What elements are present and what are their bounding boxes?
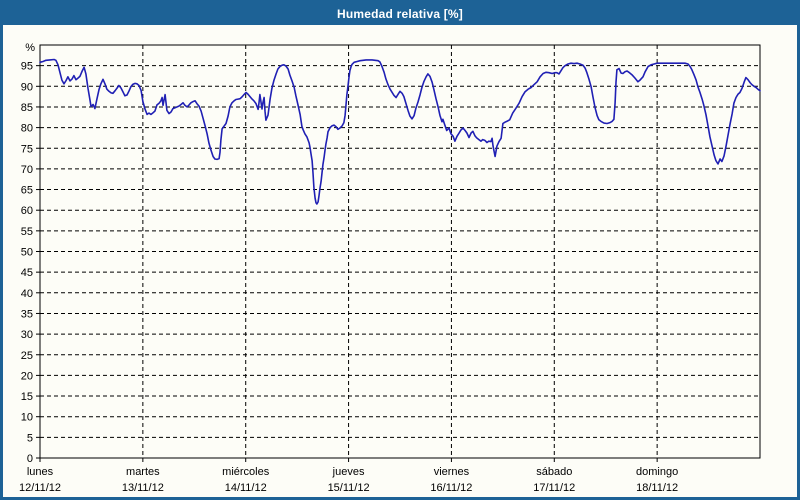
x-day-name-label: jueves <box>332 466 365 478</box>
x-day-date-label: 14/11/12 <box>225 482 267 494</box>
x-day-date-label: 12/11/12 <box>19 482 61 494</box>
y-tick-label: 10 <box>21 412 33 424</box>
y-tick-label: 0 <box>27 453 33 465</box>
y-axis-unit-label: % <box>25 42 35 54</box>
y-tick-label: 30 <box>21 329 33 341</box>
y-tick-label: 5 <box>27 432 33 444</box>
x-day-date-label: 13/11/12 <box>122 482 164 494</box>
x-day-date-label: 16/11/12 <box>430 482 472 494</box>
y-tick-label: 50 <box>21 247 33 259</box>
x-day-name-label: lunes <box>27 466 54 478</box>
y-tick-label: 45 <box>21 267 33 279</box>
y-tick-label: 55 <box>21 226 33 238</box>
x-day-name-label: martes <box>126 466 160 478</box>
x-day-date-label: 15/11/12 <box>328 482 370 494</box>
y-tick-label: 75 <box>21 143 33 155</box>
y-tick-label: 20 <box>21 370 33 382</box>
x-day-name-label: miércoles <box>222 466 270 478</box>
y-tick-label: 80 <box>21 123 33 135</box>
y-tick-label: 60 <box>21 205 33 217</box>
x-day-name-label: domingo <box>636 466 678 478</box>
x-day-date-label: 17/11/12 <box>533 482 575 494</box>
plot-border <box>39 44 761 459</box>
y-tick-label: 90 <box>21 81 33 93</box>
y-tick-label: 95 <box>21 61 33 73</box>
x-day-name-label: viernes <box>434 466 470 478</box>
y-tick-label: 70 <box>21 164 33 176</box>
y-tick-label: 65 <box>21 185 33 197</box>
x-day-name-label: sábado <box>536 466 572 478</box>
y-tick-label: 85 <box>21 102 33 114</box>
humidity-line-chart: 0 5 10 15 20 25 30 35 40 45 50 55 60 65 70 75 80 85 90 95% l… <box>19 42 761 494</box>
plot-area: 0 5 10 15 20 25 30 35 40 45 50 55 60 65 70 75 80 85 90 95% l… <box>3 25 797 497</box>
y-tick-label: 40 <box>21 288 33 300</box>
y-tick-label: 35 <box>21 308 33 320</box>
chart-title: Humedad relativa [%] <box>3 3 797 25</box>
y-tick-label: 15 <box>21 391 33 403</box>
x-day-date-label: 18/11/12 <box>636 482 678 494</box>
y-tick-label: 25 <box>21 350 33 362</box>
humidity-series-line <box>39 58 761 205</box>
